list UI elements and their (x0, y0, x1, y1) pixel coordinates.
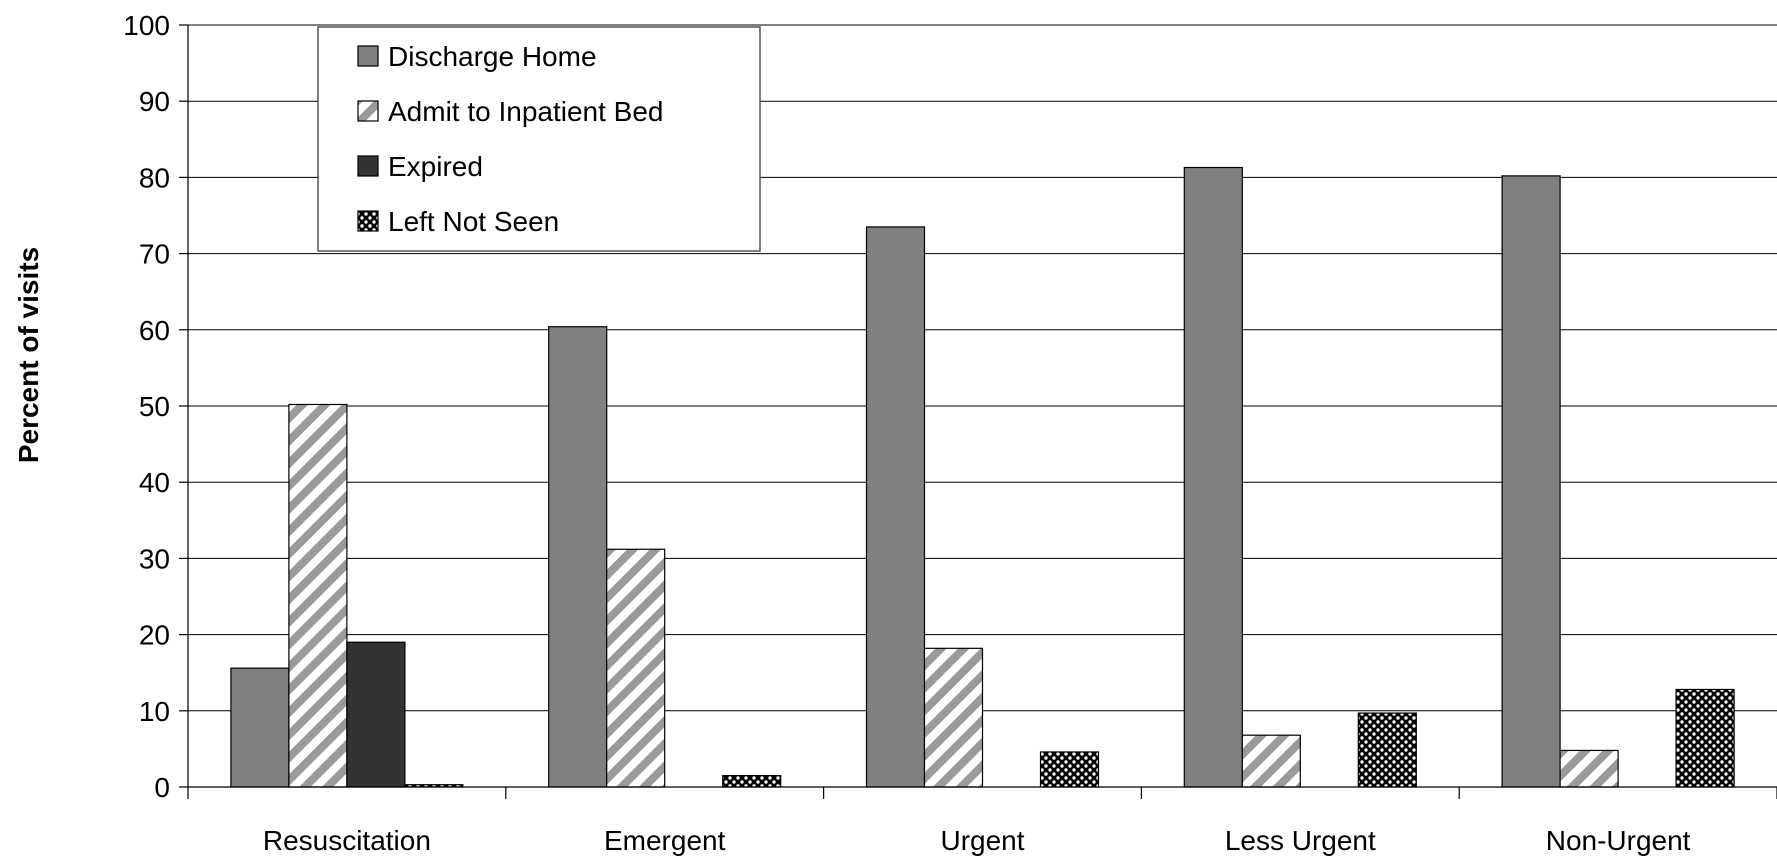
legend-label: Expired (388, 151, 483, 182)
legend-label: Admit to Inpatient Bed (388, 96, 664, 127)
y-tick-label: 20 (139, 620, 170, 651)
bar-admit-to-inpatient-bed (1241, 734, 1301, 788)
legend-swatch (357, 210, 379, 232)
bar-left-not-seen (1039, 751, 1100, 788)
x-tick-label: Resuscitation (263, 825, 431, 856)
y-tick-label: 80 (139, 162, 170, 193)
y-tick-label: 60 (139, 315, 170, 346)
legend: Discharge Home Admit to Inpatient Bed Expi… (317, 26, 761, 252)
bar-expired (346, 641, 406, 788)
bars (230, 166, 1735, 788)
x-tick-label: Non-Urgent (1546, 825, 1691, 856)
y-tick-label: 0 (154, 772, 170, 803)
y-tick-label: 50 (139, 391, 170, 422)
bar-left-not-seen (1675, 688, 1735, 788)
y-tick-label: 40 (139, 467, 170, 498)
bar-admit-to-inpatient-bed (923, 647, 984, 788)
bar-discharge-home (548, 326, 608, 788)
bar-left-not-seen (722, 774, 782, 788)
bar-admit-to-inpatient-bed (288, 403, 348, 788)
bar-admit-to-inpatient-bed (606, 548, 666, 788)
bar-discharge-home (865, 226, 926, 788)
bar-left-not-seen (1357, 712, 1417, 788)
y-tick-label: 10 (139, 696, 170, 727)
x-tick-label: Less Urgent (1225, 825, 1376, 856)
legend-box (317, 26, 761, 252)
x-tick-label: Urgent (940, 825, 1024, 856)
bar-discharge-home (1501, 175, 1561, 788)
x-tick-label: Emergent (604, 825, 726, 856)
bar-admit-to-inpatient-bed (1559, 749, 1619, 788)
y-tick-label: 100 (123, 10, 170, 41)
legend-label: Discharge Home (388, 41, 597, 72)
y-axis-title: Percent of visits (13, 247, 44, 463)
y-tick-label: 70 (139, 239, 170, 270)
legend-swatch (357, 155, 379, 177)
legend-swatch (357, 45, 379, 67)
y-tick-label: 90 (139, 86, 170, 117)
gridlines (188, 24, 1777, 788)
legend-label: Left Not Seen (388, 206, 559, 237)
bar-discharge-home (1183, 166, 1243, 788)
bar-discharge-home (230, 667, 290, 788)
axes: 0 10 20 30 40 50 60 70 80 90 100 Resuscitation Emerg… (123, 10, 1777, 856)
legend-swatch (357, 100, 379, 122)
y-tick-label: 30 (139, 543, 170, 574)
